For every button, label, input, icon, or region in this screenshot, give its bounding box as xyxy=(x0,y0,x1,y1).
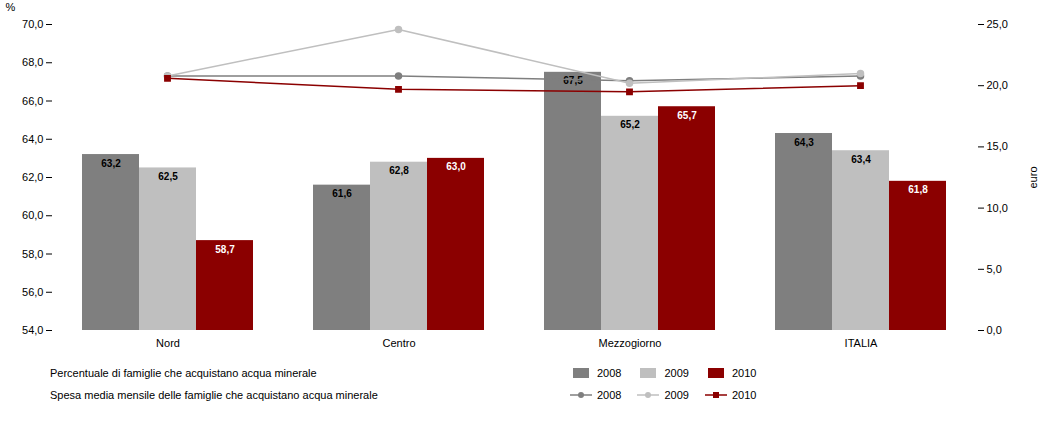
html-text:2009: 2009 xyxy=(664,389,689,401)
svg-text:58,7: 58,7 xyxy=(215,244,235,255)
svg-text:65,2: 65,2 xyxy=(620,119,640,130)
svg-text:Nord: Nord xyxy=(156,337,180,349)
svg-text:62,8: 62,8 xyxy=(389,165,409,176)
svg-text:Centro: Centro xyxy=(382,337,415,349)
svg-text:65,7: 65,7 xyxy=(677,110,697,121)
svg-text:%: % xyxy=(6,1,16,13)
svg-text:63,4: 63,4 xyxy=(851,154,871,165)
svg-text:62,0: 62,0 xyxy=(22,171,43,183)
svg-text:61,8: 61,8 xyxy=(908,184,928,195)
svg-text:56,0: 56,0 xyxy=(22,286,43,298)
html-text:2009: 2009 xyxy=(664,367,689,379)
svg-text:62,5: 62,5 xyxy=(158,171,178,182)
svg-text:15,0: 15,0 xyxy=(987,140,1008,152)
svg-text:58,0: 58,0 xyxy=(22,248,43,260)
svg-text:64,3: 64,3 xyxy=(794,137,814,148)
svg-text:euro: euro xyxy=(1027,166,1039,188)
svg-text:68,0: 68,0 xyxy=(22,56,43,68)
svg-text:60,0: 60,0 xyxy=(22,209,43,221)
html-text:2010: 2010 xyxy=(732,367,757,379)
svg-text:70,0: 70,0 xyxy=(22,18,43,30)
svg-text:25,0: 25,0 xyxy=(987,18,1008,30)
html-text:2010: 2010 xyxy=(732,389,757,401)
svg-text:Mezzogiorno: Mezzogiorno xyxy=(599,337,662,349)
svg-text:63,2: 63,2 xyxy=(101,158,121,169)
svg-text:64,0: 64,0 xyxy=(22,133,43,145)
svg-text:67,5: 67,5 xyxy=(563,75,583,86)
svg-text:66,0: 66,0 xyxy=(22,95,43,107)
svg-text:61,6: 61,6 xyxy=(332,188,352,199)
svg-text:ITALIA: ITALIA xyxy=(845,337,878,349)
html-text:Percentuale di famiglie che ac: Percentuale di famiglie che acquistano a… xyxy=(50,367,317,379)
svg-text:10,0: 10,0 xyxy=(987,202,1008,214)
svg-text:63,0: 63,0 xyxy=(446,161,466,172)
html-text:2008: 2008 xyxy=(597,389,622,401)
html-text:Spesa media mensile delle fami: Spesa media mensile delle famiglie che a… xyxy=(50,389,378,401)
svg-text:20,0: 20,0 xyxy=(987,79,1008,91)
svg-text:5,0: 5,0 xyxy=(987,263,1002,275)
html-text:2008: 2008 xyxy=(597,367,622,379)
svg-text:54,0: 54,0 xyxy=(22,324,43,336)
svg-text:0,0: 0,0 xyxy=(987,324,1002,336)
